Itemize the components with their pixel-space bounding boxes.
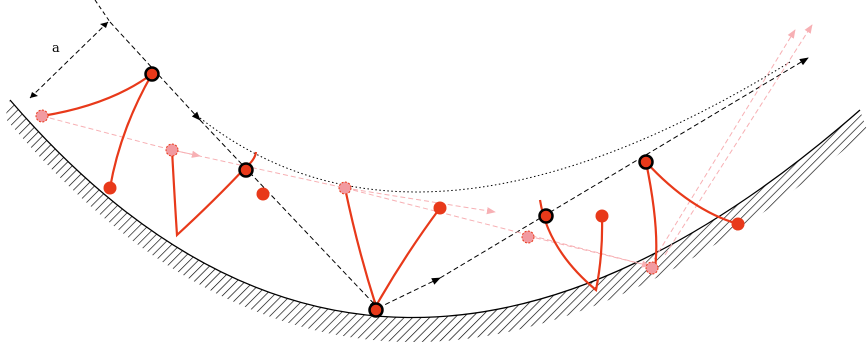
ghost-trajectory (41, 115, 651, 267)
ghost-particle (521, 230, 535, 244)
dimension-line (29, 21, 109, 99)
ghost-particle (165, 143, 179, 157)
center-trajectory-arc (199, 61, 791, 193)
ghost-particle (338, 181, 352, 195)
particle-path-3 (343, 187, 441, 309)
particle-path-4 (538, 199, 604, 293)
incoming-trajectory-2 (199, 119, 379, 309)
center-particle (368, 302, 384, 318)
particle (433, 201, 447, 215)
particle-path-5 (644, 161, 739, 269)
particle (731, 217, 745, 231)
particle (595, 209, 609, 223)
particle (103, 181, 117, 195)
outgoing-trajectory (377, 277, 441, 309)
particle (256, 187, 270, 201)
center-particle (238, 162, 254, 178)
ghost-particle (35, 109, 49, 123)
outgoing-trajectory-2 (439, 57, 809, 279)
center-particle (144, 66, 160, 82)
curved-wall-hatching (5, 100, 867, 343)
particle-path-2 (170, 149, 258, 238)
curved-wall-surface (9, 99, 861, 319)
dimension-label: a (52, 41, 60, 56)
ghost-particle (645, 261, 659, 275)
center-particle (538, 208, 554, 224)
center-particle (638, 154, 654, 170)
